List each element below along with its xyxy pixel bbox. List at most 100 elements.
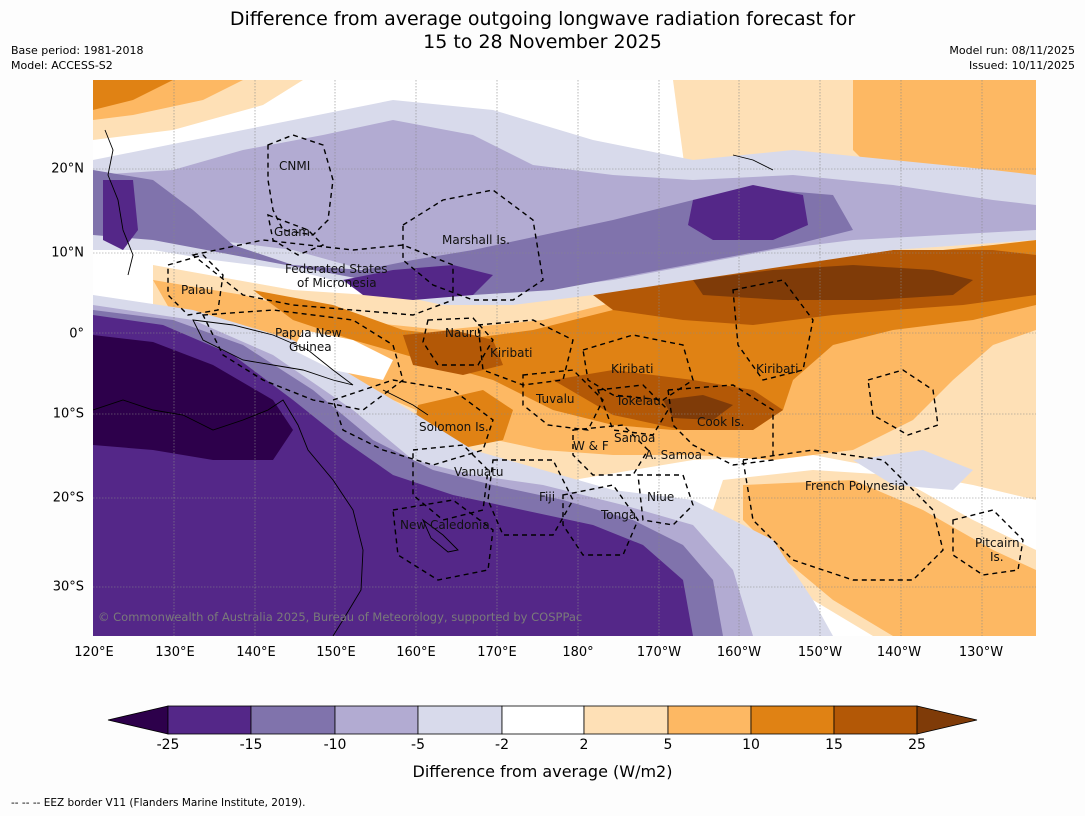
x-tick: 150°E (316, 645, 356, 660)
eez-kiribati-central (582, 334, 694, 401)
colorbar-label: -15 (239, 737, 263, 753)
map-title: Difference from average outgoing longwav… (0, 8, 1085, 54)
label-png-2: Guinea (289, 340, 332, 354)
eez-png (201, 309, 404, 411)
coast-solomons (382, 389, 429, 416)
label-solomon: Solomon Is. (419, 420, 489, 434)
coast-new-caledonia (421, 518, 459, 553)
base-period: Base period: 1981-2018 (11, 44, 144, 57)
label-palau: Palau (181, 283, 213, 297)
y-tick: 20°S (52, 490, 84, 506)
eez-tuvalu (522, 369, 604, 431)
label-french-polynesia: French Polynesia (805, 479, 905, 493)
label-tuvalu: Tuvalu (535, 392, 575, 406)
label-kiribati-west: Kiribati (490, 346, 532, 360)
copyright-notice: © Commonwealth of Australia 2025, Bureau… (98, 610, 582, 624)
label-kiribati-central: Kiribati (611, 362, 653, 376)
colorbar-label: -10 (323, 737, 347, 753)
colorbar-swatch (167, 705, 252, 735)
colorbar-swatch (750, 705, 835, 735)
x-tick: 130°E (155, 645, 195, 660)
label-new-caledonia: New Caledonia (400, 518, 490, 532)
label-cnmi: CNMI (279, 159, 310, 173)
y-tick: 10°N (51, 245, 84, 261)
x-tick: 140°W (876, 645, 922, 660)
eez-kiribati-west (477, 319, 574, 386)
colorbar-swatch (916, 705, 978, 735)
model-name: Model: ACCESS-S2 (11, 59, 113, 72)
field-darkpurple-micronesia (343, 265, 493, 300)
label-vanuatu: Vanuatu (454, 465, 504, 479)
title-line-2: 15 to 28 November 2025 (423, 31, 662, 53)
colorbar-swatch (417, 705, 503, 735)
colorbar-swatch (583, 705, 669, 735)
colorbar-swatch (334, 705, 419, 735)
coast-australia (93, 399, 364, 636)
label-nauru: Nauru (445, 326, 481, 340)
field-white-equatorial (293, 330, 393, 380)
colorbar-title: Difference from average (W/m2) (412, 762, 673, 781)
x-tick: 120°E (74, 645, 114, 660)
y-tick: 10°S (52, 406, 84, 422)
colorbar-label: 25 (908, 737, 926, 753)
y-tick: 0° (69, 326, 84, 342)
colorbar-swatch (501, 705, 585, 735)
x-tick: 150°W (797, 645, 843, 660)
colorbar (107, 705, 978, 735)
eez-samoa (572, 424, 649, 476)
colorbar-label: -5 (411, 737, 425, 753)
eez-solomons (332, 379, 494, 466)
label-fiji: Fiji (539, 490, 555, 504)
x-tick: 130°W (958, 645, 1004, 660)
eez-fsm (191, 239, 454, 316)
x-tick: 140°E (236, 645, 276, 660)
field-deepest-purple (93, 335, 293, 460)
eez-marshall (402, 189, 544, 301)
colorbar-label: -2 (495, 737, 509, 753)
model-run: Model run: 08/11/2025 (949, 44, 1075, 57)
eez-cnmi (267, 134, 334, 236)
label-cook: Cook Is. (697, 415, 744, 429)
coast-hawaii (732, 154, 774, 171)
label-fsm-1: Federated States (285, 262, 387, 276)
graticule (93, 80, 1036, 636)
label-tonga: Tonga (600, 508, 636, 522)
eez-footnote: -- -- -- EEZ border V11 (Flanders Marine… (11, 797, 306, 809)
eez-nauru (422, 317, 494, 366)
coast-philippines (104, 129, 134, 276)
eez-fiji (487, 459, 574, 536)
field-orange-se (743, 480, 1036, 636)
y-tick: 30°S (52, 579, 84, 595)
coast-new-guinea (192, 319, 354, 386)
colorbar-swatch (667, 705, 752, 735)
colorbar-label: 10 (742, 737, 760, 753)
label-fsm-2: of Micronesia (297, 276, 377, 290)
field-midpurple-north (93, 170, 853, 295)
y-tick: 20°N (51, 161, 84, 177)
field-dark-orange-nw (93, 80, 173, 110)
coastlines (93, 129, 774, 636)
x-tick: 180° (562, 645, 594, 660)
eez-french-polynesia (742, 449, 944, 581)
colorbar-label: 15 (825, 737, 843, 753)
label-asamoa: A. Samoa (645, 448, 702, 462)
x-tick: 160°W (716, 645, 762, 660)
x-tick: 170°W (636, 645, 682, 660)
eez-tokelau (597, 384, 669, 436)
colorbar-swatch (107, 705, 169, 735)
region-labels: CNMI Guam Marshall Is. Federated States … (181, 159, 1020, 564)
eez-cook (667, 384, 774, 466)
label-samoa: Samoa (614, 431, 655, 445)
eez-tonga (562, 484, 639, 556)
label-pitcairn-2: Is. (990, 550, 1004, 564)
field-darkbrown-east (693, 265, 973, 300)
title-line-1: Difference from average outgoing longwav… (229, 8, 856, 30)
label-pitcairn-1: Pitcairn (975, 536, 1020, 550)
eez-borders (167, 134, 1024, 581)
meta-left: Base period: 1981-2018 Model: ACCESS-S2 (11, 43, 143, 73)
olr-anomaly-map: CNMI Guam Marshall Is. Federated States … (93, 80, 1036, 636)
colorbar-swatch (250, 705, 336, 735)
label-tokelau: Tokelau (615, 394, 661, 408)
label-niue: Niue (647, 490, 674, 504)
eez-niue (637, 474, 694, 526)
